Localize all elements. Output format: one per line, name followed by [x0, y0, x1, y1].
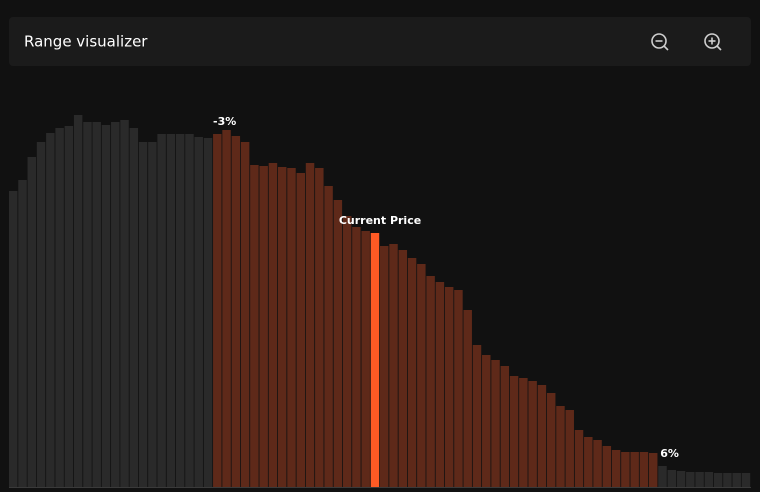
- bar: [500, 366, 510, 487]
- bar: [593, 440, 602, 487]
- bar: [546, 393, 556, 487]
- bar: [73, 115, 83, 487]
- bar: [741, 473, 751, 487]
- bar: [611, 450, 621, 487]
- bar: [407, 258, 417, 487]
- bar: [36, 142, 46, 487]
- bar: [537, 385, 547, 487]
- bar: [389, 244, 398, 487]
- bar: [120, 120, 129, 487]
- header-title: Range visualizer: [24, 33, 148, 51]
- bar: [175, 134, 185, 487]
- bar: [148, 142, 157, 487]
- bar: [27, 157, 37, 487]
- zoom-in-button[interactable]: [704, 33, 722, 51]
- bar: [305, 163, 315, 487]
- bar: [222, 130, 231, 487]
- bar: [648, 453, 658, 487]
- bar: [296, 173, 305, 487]
- bar: [18, 180, 27, 487]
- bar: [259, 166, 268, 487]
- bar: [157, 134, 166, 487]
- bar: [556, 406, 565, 487]
- bar: [9, 191, 18, 487]
- bar: [565, 410, 574, 487]
- bar: [528, 381, 537, 487]
- bar: [203, 138, 213, 487]
- bar: [324, 186, 333, 487]
- bar: [639, 452, 649, 487]
- bar: [55, 128, 64, 487]
- bar: [472, 345, 482, 487]
- bar: [454, 290, 463, 487]
- bar: [444, 287, 454, 487]
- bar: [333, 200, 343, 487]
- header-panel: [9, 17, 751, 66]
- bar: [342, 216, 352, 487]
- annotation: Current Price: [339, 214, 421, 227]
- bar: [621, 452, 630, 487]
- bar: [138, 142, 148, 487]
- bar: [361, 231, 370, 487]
- bar: [630, 452, 639, 487]
- bar: [695, 472, 704, 487]
- bar: [166, 134, 176, 487]
- bar: [491, 360, 500, 487]
- bar: [231, 136, 241, 487]
- bar: [370, 233, 380, 487]
- bar: [686, 472, 695, 487]
- bar: [676, 471, 686, 487]
- bar: [658, 466, 667, 487]
- bar: [315, 168, 324, 487]
- bar: [185, 134, 194, 487]
- bar: [240, 142, 250, 487]
- bar: [380, 246, 389, 487]
- bar: [398, 250, 408, 487]
- bar: [92, 122, 101, 487]
- bar: [64, 126, 74, 487]
- bar: [519, 378, 528, 487]
- bar: [352, 227, 361, 487]
- annotation: 6%: [660, 447, 679, 460]
- bar: [723, 473, 732, 487]
- bar: [732, 473, 741, 487]
- bar: [509, 376, 519, 487]
- bar: [704, 472, 714, 487]
- bar: [417, 264, 426, 487]
- bar: [667, 470, 676, 487]
- bar: [426, 276, 435, 487]
- bar: [268, 163, 278, 487]
- bar: [713, 473, 723, 487]
- bar: [101, 125, 111, 487]
- annotation: -3%: [213, 115, 236, 128]
- bar: [250, 165, 259, 487]
- bar: [574, 430, 584, 487]
- zoom-out-button[interactable]: [651, 33, 669, 51]
- bar: [213, 134, 222, 487]
- bar: [194, 137, 203, 487]
- bar: [111, 122, 120, 487]
- bar: [602, 446, 612, 487]
- bar: [277, 167, 287, 487]
- bar: [463, 310, 472, 487]
- bar: [129, 128, 139, 487]
- bar: [482, 355, 491, 487]
- bar: [83, 122, 92, 487]
- bar: [287, 168, 296, 487]
- bar: [435, 282, 445, 487]
- bar: [584, 437, 593, 487]
- bar: [46, 133, 55, 487]
